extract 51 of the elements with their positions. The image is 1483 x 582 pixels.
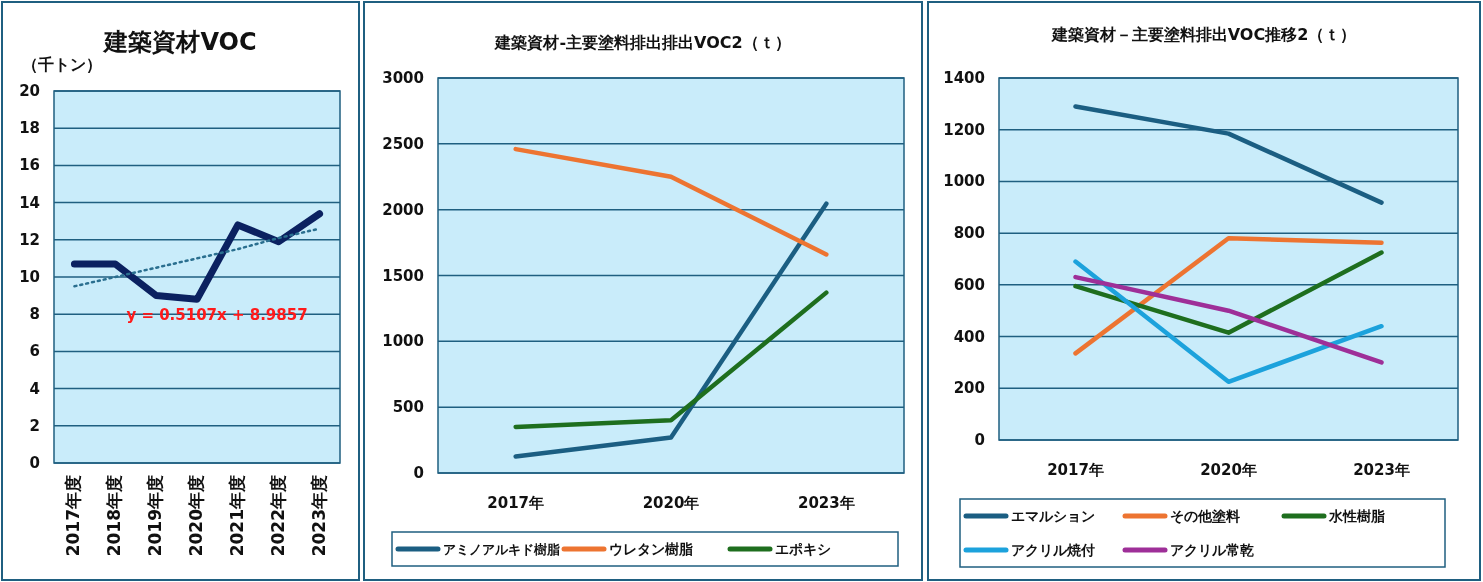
y-tick-label: 0 [974, 431, 985, 449]
legend-label: 水性樹脂 [1328, 508, 1385, 524]
y-tick-label: 18 [19, 119, 40, 138]
y-tick-label: 14 [19, 193, 40, 212]
y-tick-label: 20 [19, 82, 40, 100]
y-tick-label: 2000 [382, 200, 424, 219]
x-tick-label: 2017年 [487, 494, 545, 512]
y-tick-label: 2500 [382, 134, 424, 153]
x-tick-label: 2019年度 [145, 475, 166, 557]
x-tick-label: 2021年度 [226, 475, 247, 557]
x-tick-label: 2023年 [797, 494, 855, 512]
y-tick-label: 3000 [382, 69, 424, 87]
x-tick-label: 2020年 [642, 494, 700, 512]
legend-label: ウレタン樹脂 [609, 541, 693, 557]
legend-label: アクリル常乾 [1170, 542, 1254, 558]
chart-title: 建築資材-主要塗料排出排出VOC2（ｔ） [493, 33, 791, 52]
x-tick-label: 2020年度 [186, 475, 206, 557]
x-tick-label: 2018年度 [104, 475, 125, 557]
x-tick-label: 2023年 [1353, 461, 1410, 479]
y-tick-label: 200 [953, 379, 985, 398]
y-tick-label: 1200 [943, 120, 985, 139]
y-tick-label: 1000 [382, 332, 424, 351]
x-tick-label: 2022年度 [267, 475, 288, 557]
y-tick-label: 0 [413, 464, 424, 482]
legend-label: アミノアルキド樹脂 [443, 542, 560, 557]
y-tick-label: 4 [29, 379, 40, 398]
legend-label: その他塗料 [1170, 508, 1240, 524]
y-tick-label: 1400 [943, 69, 985, 87]
x-tick-label: 2020年 [1200, 461, 1257, 479]
x-tick-label: 2017年度 [63, 475, 84, 557]
legend-label: エポキシ [775, 541, 831, 557]
y-tick-label: 2 [29, 416, 40, 435]
y-tick-label: 600 [953, 275, 985, 294]
chart-title: 建築資材－主要塗料排出VOC推移2（ｔ） [1049, 25, 1357, 44]
y-tick-label: 1000 [943, 172, 985, 191]
y-tick-label: 16 [19, 156, 40, 175]
y-tick-label: 8 [29, 305, 40, 324]
legend-label: エマルション [1011, 508, 1095, 524]
y-tick-label: 400 [953, 327, 985, 346]
x-tick-label: 2023年度 [308, 475, 329, 557]
legend-label: アクリル焼付 [1011, 542, 1095, 558]
x-tick-label: 2017年 [1047, 461, 1104, 479]
y-tick-label: 0 [29, 454, 40, 472]
y-tick-label: 500 [392, 398, 424, 417]
y-tick-label: 1500 [382, 266, 424, 285]
chart-title: 建築資材VOC [102, 28, 257, 56]
y-axis-title: （千トン） [22, 55, 102, 74]
y-tick-label: 6 [29, 342, 40, 361]
y-tick-label: 800 [953, 224, 985, 243]
y-tick-label: 12 [19, 230, 40, 249]
y-tick-label: 10 [19, 268, 40, 286]
